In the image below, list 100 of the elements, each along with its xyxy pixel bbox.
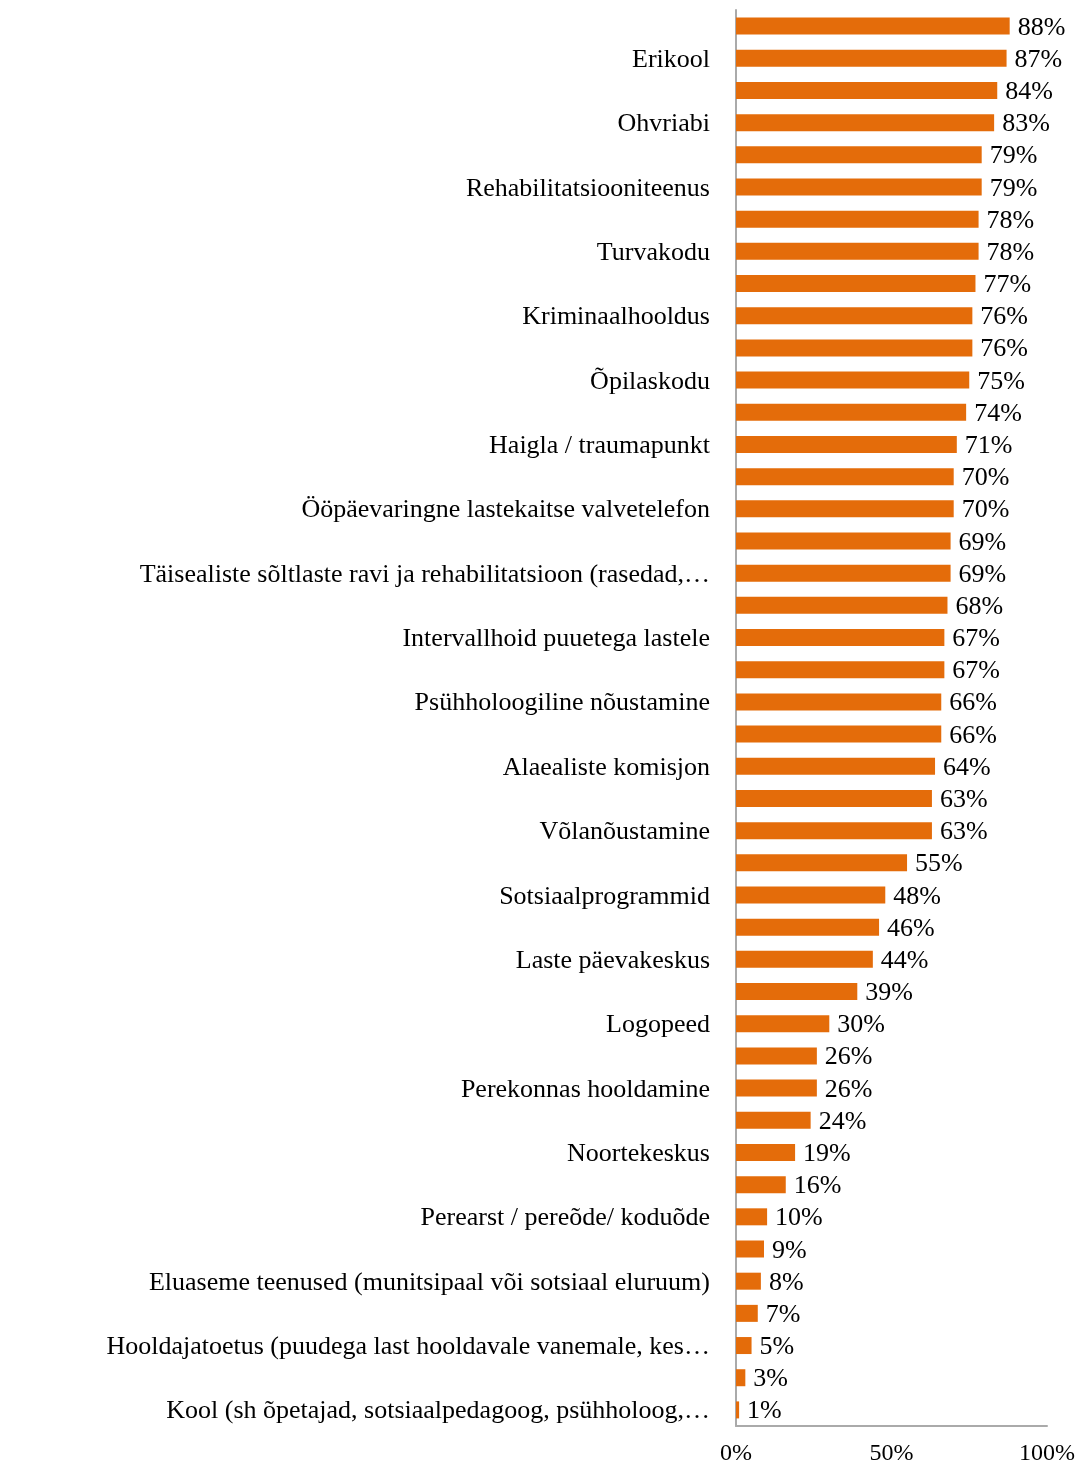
data-label: 79% bbox=[989, 140, 1038, 170]
bar bbox=[736, 564, 951, 582]
data-label: 67% bbox=[952, 655, 1001, 685]
bar bbox=[736, 403, 967, 421]
y-tick-label: Erikool bbox=[632, 43, 710, 73]
bar bbox=[736, 114, 995, 132]
bar bbox=[736, 210, 979, 228]
data-label: 71% bbox=[964, 429, 1013, 459]
y-tick-label: Kriminaalhooldus bbox=[522, 301, 710, 331]
data-label: 67% bbox=[952, 623, 1001, 653]
bar bbox=[736, 661, 945, 679]
bar bbox=[736, 757, 936, 775]
bar bbox=[736, 1079, 817, 1097]
data-label: 68% bbox=[955, 590, 1004, 620]
bar bbox=[736, 1272, 761, 1290]
y-tick-label: Laste päevakeskus bbox=[515, 944, 710, 974]
bar bbox=[736, 629, 945, 647]
bar bbox=[736, 49, 1007, 67]
bar bbox=[736, 1143, 796, 1161]
data-label: 26% bbox=[824, 1041, 873, 1071]
data-label: 8% bbox=[768, 1266, 804, 1296]
data-label: 24% bbox=[818, 1105, 867, 1135]
bar bbox=[736, 725, 942, 743]
y-tick-label: Ööpäevaringne lastekaitse valvetelefon bbox=[301, 494, 710, 524]
bar bbox=[736, 242, 979, 260]
data-label: 88% bbox=[1017, 11, 1066, 41]
bar bbox=[736, 371, 970, 389]
y-tick-label: Logopeed bbox=[606, 1009, 710, 1039]
data-label: 63% bbox=[939, 816, 988, 846]
data-label: 48% bbox=[893, 880, 941, 910]
data-label: 75% bbox=[977, 365, 1025, 395]
y-tick-label: Alaealiste komisjon bbox=[502, 751, 710, 781]
data-label: 10% bbox=[775, 1202, 823, 1232]
bar bbox=[736, 886, 886, 904]
data-label: 83% bbox=[1002, 108, 1050, 138]
bar bbox=[736, 983, 858, 1001]
data-label: 66% bbox=[949, 719, 997, 749]
bar bbox=[736, 339, 973, 357]
y-tick-label: Intervallhoid puuetega lastele bbox=[402, 623, 710, 653]
bar bbox=[736, 532, 951, 550]
y-tick-label: Täisealiste sõltlaste ravi ja rehabilitatsioon (rasedad,… bbox=[139, 558, 710, 588]
bar bbox=[736, 789, 932, 807]
y-tick-label: Noortekeskus bbox=[567, 1137, 710, 1167]
data-label: 9% bbox=[771, 1234, 807, 1264]
data-label: 70% bbox=[961, 494, 1010, 524]
bar bbox=[736, 822, 932, 840]
bar bbox=[736, 1369, 746, 1387]
y-tick-label: Eluaseme teenused (munitsipaal või sotsiaal eluruum) bbox=[148, 1266, 710, 1296]
data-label: 63% bbox=[939, 783, 988, 813]
data-label: 55% bbox=[915, 848, 963, 878]
y-tick-label: Psühholoogiline nõustamine bbox=[414, 687, 710, 717]
data-label: 76% bbox=[980, 333, 1029, 363]
bar bbox=[736, 307, 973, 325]
data-label: 26% bbox=[824, 1073, 873, 1103]
y-tick-label: Perekonnas hooldamine bbox=[460, 1073, 710, 1103]
data-label: 84% bbox=[1005, 75, 1053, 105]
y-tick-label: Võlanõustamine bbox=[539, 816, 710, 846]
y-tick-label: Rehabilitatsiooniteenus bbox=[465, 172, 710, 202]
bar bbox=[736, 950, 873, 968]
y-tick-label: Sotsiaalprogrammid bbox=[499, 880, 710, 910]
bar bbox=[736, 500, 954, 518]
data-label: 46% bbox=[887, 912, 935, 942]
bar bbox=[736, 146, 982, 164]
bar bbox=[736, 1208, 768, 1226]
data-label: 70% bbox=[961, 462, 1010, 492]
data-label: 78% bbox=[986, 236, 1035, 266]
data-label: 44% bbox=[880, 944, 929, 974]
data-label: 77% bbox=[983, 269, 1032, 299]
data-label: 64% bbox=[943, 751, 991, 781]
bar bbox=[736, 17, 1010, 35]
bar bbox=[736, 1337, 752, 1355]
y-tick-label: Haigla / traumapunkt bbox=[489, 429, 711, 459]
bar bbox=[736, 178, 982, 196]
data-label: 16% bbox=[793, 1170, 842, 1200]
data-label: 5% bbox=[759, 1331, 795, 1361]
data-label: 69% bbox=[958, 526, 1007, 556]
data-label: 19% bbox=[803, 1137, 851, 1167]
x-tick-label: 100% bbox=[1019, 1439, 1075, 1465]
bar bbox=[736, 468, 954, 486]
data-label: 78% bbox=[986, 204, 1035, 234]
y-tick-label: Kool (sh õpetajad, sotsiaalpedagoog, psühholoog,… bbox=[166, 1395, 710, 1425]
bar bbox=[736, 1240, 764, 1258]
bar bbox=[736, 596, 948, 614]
x-tick-label: 0% bbox=[720, 1439, 752, 1465]
bar bbox=[736, 693, 942, 711]
data-label: 79% bbox=[989, 172, 1038, 202]
data-label: 7% bbox=[765, 1298, 801, 1328]
y-tick-label: Ohvriabi bbox=[617, 108, 710, 138]
bar bbox=[736, 81, 998, 99]
bar bbox=[736, 1304, 758, 1322]
bar bbox=[736, 1047, 817, 1065]
x-tick-label: 50% bbox=[869, 1439, 914, 1465]
bar bbox=[736, 854, 908, 872]
y-tick-label: Perearst / pereõde/ koduõde bbox=[420, 1202, 710, 1232]
y-tick-label: Õpilaskodu bbox=[590, 365, 710, 395]
bar bbox=[736, 1111, 811, 1129]
data-label: 39% bbox=[865, 977, 913, 1007]
y-tick-label: Hooldajatoetus (puudega last hooldavale vanemale, kes… bbox=[106, 1331, 710, 1361]
data-label: 74% bbox=[974, 397, 1022, 427]
bar bbox=[736, 435, 957, 453]
